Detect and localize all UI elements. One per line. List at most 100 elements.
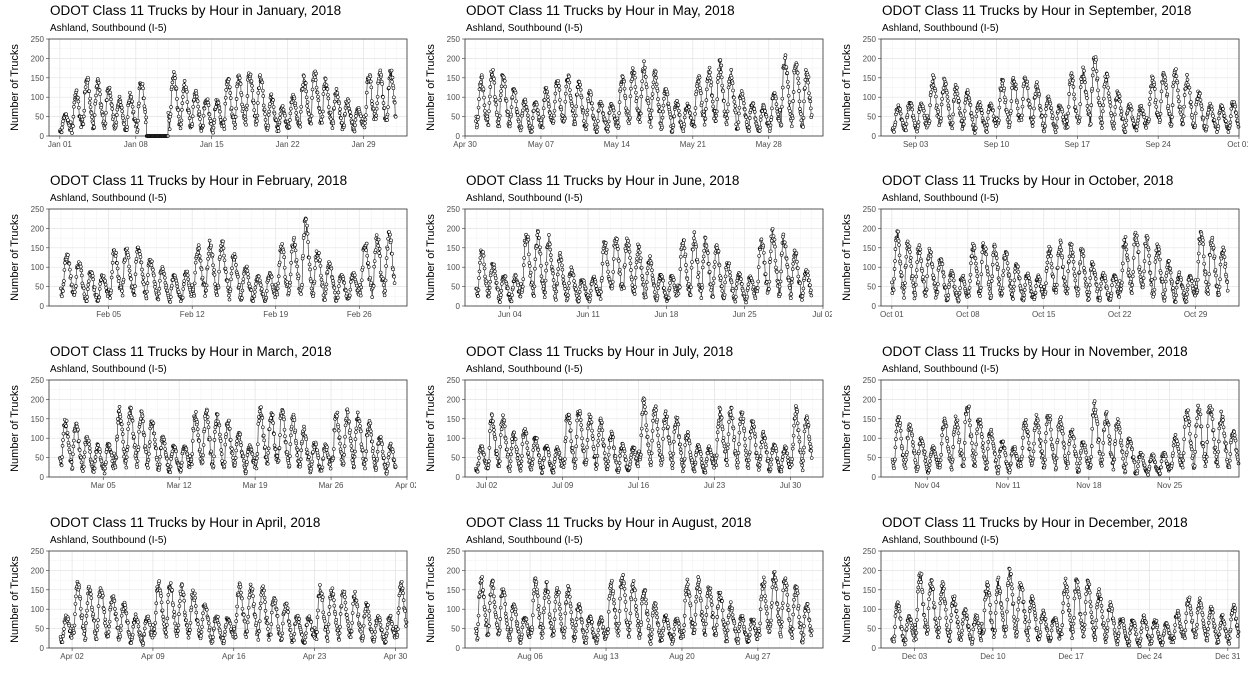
data-point — [533, 267, 536, 270]
data-point — [769, 127, 772, 130]
chart-panel: ODOT Class 11 Trucks by Hour in March, 2… — [0, 341, 416, 508]
data-point — [924, 295, 927, 298]
data-point — [1032, 121, 1035, 124]
x-tick-label: Jan 15 — [200, 140, 225, 149]
data-point — [975, 115, 978, 118]
data-point — [903, 282, 906, 285]
data-point — [1199, 98, 1202, 101]
data-point — [383, 294, 386, 297]
data-point — [287, 292, 290, 295]
data-point — [68, 451, 71, 454]
data-point — [986, 267, 989, 270]
data-point — [934, 89, 937, 92]
data-point — [618, 112, 621, 115]
data-point — [391, 80, 394, 83]
data-point — [94, 99, 97, 102]
data-point — [1010, 100, 1013, 103]
data-point — [710, 286, 713, 289]
data-point — [576, 93, 579, 96]
data-point — [890, 281, 893, 284]
data-point — [1157, 245, 1160, 248]
data-point — [538, 116, 541, 119]
data-point — [690, 266, 693, 269]
data-point — [1206, 289, 1209, 292]
data-point — [1141, 286, 1144, 289]
chart-panel: ODOT Class 11 Trucks by Hour in Septembe… — [832, 0, 1248, 167]
data-point — [521, 288, 524, 291]
data-point — [1078, 271, 1081, 274]
data-point — [224, 96, 227, 99]
data-point — [629, 256, 632, 259]
data-point — [110, 289, 113, 292]
data-point — [710, 81, 713, 84]
data-point — [1200, 108, 1203, 111]
data-point — [633, 289, 636, 292]
data-point — [645, 86, 648, 89]
data-point — [1097, 89, 1100, 92]
data-point — [701, 266, 704, 269]
data-point — [752, 285, 755, 288]
data-point — [88, 443, 91, 446]
data-point — [75, 89, 78, 92]
data-point — [1087, 297, 1090, 300]
data-point — [557, 79, 560, 82]
data-point — [302, 237, 305, 240]
data-point — [618, 268, 621, 271]
data-point — [527, 118, 530, 121]
data-point — [1035, 285, 1038, 288]
data-point — [967, 290, 970, 293]
data-point — [669, 116, 672, 119]
data-point — [1131, 275, 1134, 278]
data-point — [175, 97, 178, 100]
data-point — [687, 282, 690, 285]
x-tick-label: Mar 12 — [167, 481, 192, 490]
data-point — [248, 285, 251, 288]
data-point — [127, 256, 130, 259]
data-point — [944, 286, 947, 289]
data-point — [371, 296, 374, 299]
data-point — [1133, 122, 1136, 125]
data-point — [1109, 104, 1112, 107]
data-point — [916, 130, 919, 133]
y-tick-label: 250 — [863, 35, 877, 44]
data-point — [1212, 114, 1215, 117]
data-point — [902, 121, 905, 124]
data-point — [146, 282, 149, 285]
data-point — [574, 284, 577, 287]
data-point — [656, 89, 659, 92]
data-point — [570, 266, 573, 269]
data-point — [1121, 262, 1124, 265]
data-point — [1186, 288, 1189, 291]
data-point — [310, 114, 313, 117]
data-point — [207, 104, 210, 107]
data-point — [91, 272, 94, 275]
data-point — [1091, 74, 1094, 77]
data-point — [1089, 122, 1092, 125]
y-tick-label: 150 — [447, 244, 461, 253]
data-point — [1160, 90, 1163, 93]
data-point — [698, 76, 701, 79]
data-point — [284, 276, 287, 279]
data-point — [1171, 115, 1174, 118]
data-point — [685, 270, 688, 273]
data-point — [1112, 127, 1115, 130]
data-point — [612, 106, 615, 109]
data-point — [652, 85, 655, 88]
data-point — [969, 273, 972, 276]
data-point — [277, 275, 280, 278]
data-point — [68, 262, 71, 265]
data-point — [905, 255, 908, 258]
data-point — [333, 106, 336, 109]
data-point — [629, 95, 632, 98]
data-point — [1185, 296, 1188, 299]
data-point — [934, 296, 937, 299]
data-point — [145, 297, 148, 300]
chart-subtitle: Ashland, Southbound (I-5) — [466, 23, 583, 34]
data-point — [154, 283, 157, 286]
data-point — [599, 298, 602, 301]
data-point — [567, 282, 570, 285]
data-point — [488, 101, 491, 104]
data-point — [1126, 109, 1129, 112]
data-point — [218, 107, 221, 110]
data-point — [946, 297, 949, 300]
